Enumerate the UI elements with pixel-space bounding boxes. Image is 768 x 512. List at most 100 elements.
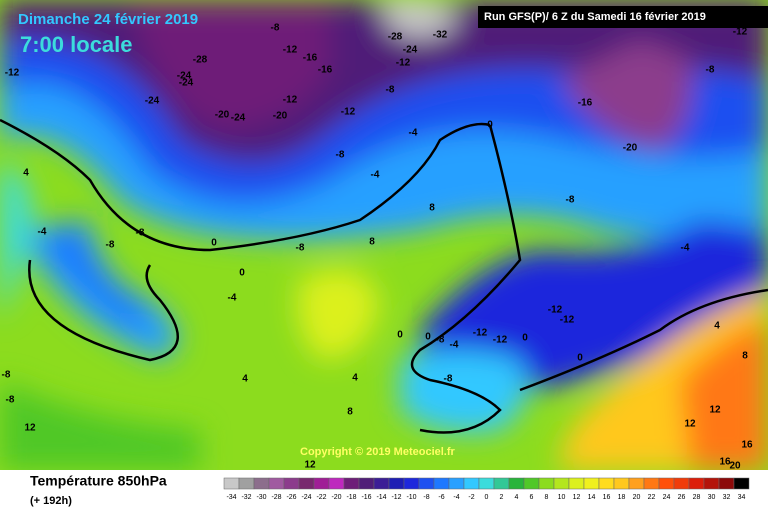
contour-label: -4 [371, 170, 380, 181]
contour-label: -16 [303, 53, 318, 64]
legend-swatch [328, 477, 345, 490]
legend-swatch [373, 477, 390, 490]
contour-label: 16 [719, 457, 731, 468]
contour-label: 12 [684, 419, 696, 430]
legend-swatch [253, 477, 270, 490]
contour-label: -8 [2, 370, 11, 381]
legend-label: 10 [558, 494, 566, 501]
lead-time: (+ 192h) [30, 495, 72, 507]
contour-label: -12 [5, 68, 20, 79]
legend-swatch [598, 477, 615, 490]
legend-label: -6 [438, 494, 444, 501]
contour-label: -4 [228, 293, 237, 304]
contour-label: -8 [6, 395, 15, 406]
legend-swatch [388, 477, 405, 490]
legend-label: -28 [271, 494, 281, 501]
contour-label: 4 [23, 168, 29, 179]
contour-label: -32 [433, 30, 448, 41]
legend-label: -32 [241, 494, 251, 501]
legend-label: 34 [738, 494, 746, 501]
contour-label: 0 [425, 332, 431, 343]
legend-swatch [418, 477, 435, 490]
contour-label: 12 [24, 423, 36, 434]
legend-label: -2 [468, 494, 474, 501]
contour-label: -12 [283, 45, 298, 56]
legend-label: -26 [286, 494, 296, 501]
legend-label: -10 [406, 494, 416, 501]
legend-label: 8 [545, 494, 549, 501]
legend-swatch [448, 477, 465, 490]
contour-label: 0 [211, 238, 217, 249]
contour-label: -12 [396, 58, 411, 69]
contour-label: -8 [271, 23, 280, 34]
contour-label: 8 [742, 351, 748, 362]
legend-swatch [553, 477, 570, 490]
legend-swatch [283, 477, 300, 490]
contour-label: 12 [709, 405, 721, 416]
legend-swatch [493, 477, 510, 490]
contour-label: -24 [145, 96, 160, 107]
contour-label: -12 [473, 328, 488, 339]
contour-label: 8 [429, 203, 435, 214]
legend-label: 6 [530, 494, 534, 501]
legend-swatch [238, 477, 255, 490]
legend-swatch [628, 477, 645, 490]
legend-swatch [703, 477, 720, 490]
contour-label: -4 [681, 243, 690, 254]
legend-label: 16 [603, 494, 611, 501]
legend-label: 20 [633, 494, 641, 501]
legend-label: -16 [361, 494, 371, 501]
legend-label: 0 [485, 494, 489, 501]
contour-label: -4 [409, 128, 418, 139]
contour-label: -24 [403, 45, 418, 56]
legend-label: 24 [663, 494, 671, 501]
contour-label: 4 [352, 373, 358, 384]
legend-label: 4 [515, 494, 519, 501]
contour-label: 4 [714, 321, 720, 332]
contour-label: 0 [397, 330, 403, 341]
legend: -34 -32 -30 -28 -26 -24 -22 -20 -18 -16 -14 -12 -10-… [223, 477, 750, 501]
contour-label: -12 [341, 107, 356, 118]
legend-swatch [673, 477, 690, 490]
contour-label: -16 [578, 98, 593, 109]
legend-swatch [508, 477, 525, 490]
copyright: Copyright © 2019 Meteociel.fr [300, 446, 456, 458]
contour-label: -24 [231, 113, 246, 124]
legend-swatch [538, 477, 555, 490]
contour-label: 0 [577, 353, 583, 364]
legend-swatch [583, 477, 600, 490]
date: Dimanche 24 février 2019 [18, 11, 198, 28]
contour-label: -8 [296, 243, 305, 254]
contour-label: -12 [733, 27, 748, 38]
contour-label: -8 [444, 374, 453, 385]
contour-label: -24 [177, 71, 192, 82]
contour-label: 0 [239, 268, 245, 279]
contour-label: -8 [136, 228, 145, 239]
contour-label: 0 [487, 120, 493, 131]
contour-label: -12 [493, 335, 508, 346]
legend-swatch [688, 477, 705, 490]
variable: Température 850hPa [30, 473, 167, 489]
legend-swatch [643, 477, 660, 490]
contour-label: -8 [566, 195, 575, 206]
contour-label: 8 [347, 407, 353, 418]
legend-swatch [268, 477, 285, 490]
legend-swatch [298, 477, 315, 490]
legend-swatch [523, 477, 540, 490]
legend-swatch [733, 477, 750, 490]
contour-label: -24 [179, 78, 194, 89]
legend-label: 14 [588, 494, 596, 501]
legend-label: 12 [573, 494, 581, 501]
legend-label: -20 [331, 494, 341, 501]
legend-label: 18 [618, 494, 626, 501]
contour-label: 20 [729, 461, 741, 472]
contour-label: 16 [741, 440, 753, 451]
contour-label: 4 [242, 374, 248, 385]
legend-label: -24 [301, 494, 311, 501]
legend-label: 32 [723, 494, 731, 501]
contour-label: -20 [623, 143, 638, 154]
legend-label: 2 [500, 494, 504, 501]
run-info: Run GFS(P)/ 6 Z du Samedi 16 février 201… [484, 11, 706, 23]
legend-swatch [343, 477, 360, 490]
